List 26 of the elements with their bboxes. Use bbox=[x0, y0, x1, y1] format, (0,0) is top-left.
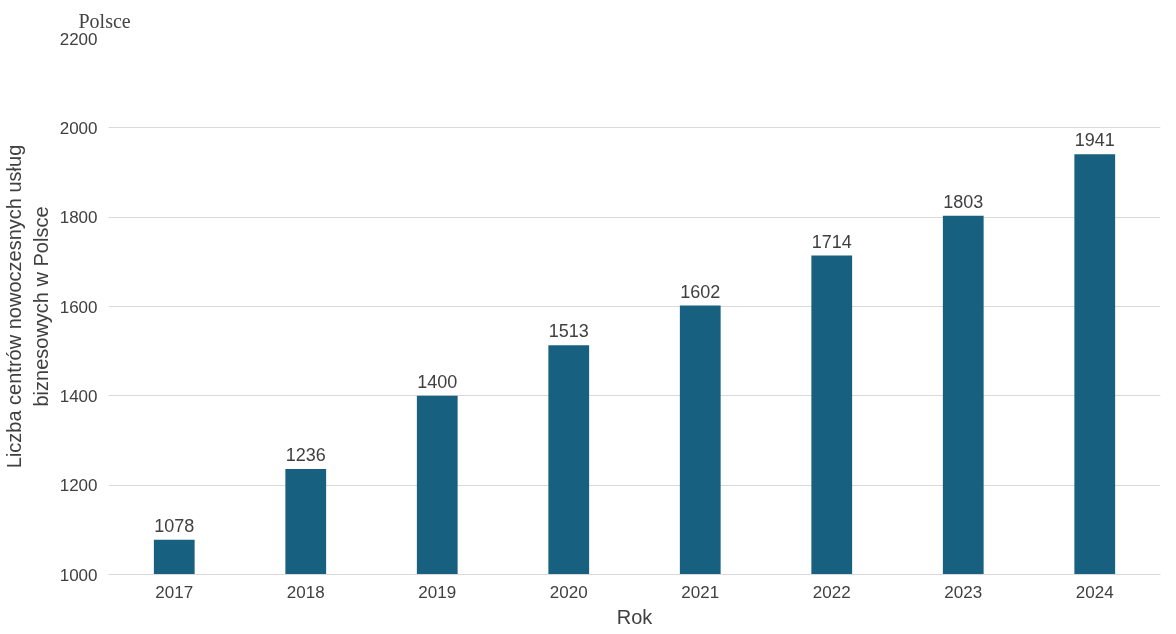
y-axis-title: Liczba centrów nowoczesnych usług biznesowych w Polsce bbox=[3, 144, 52, 469]
y-tick-label: 1200 bbox=[59, 476, 98, 496]
x-tick-label: 2017 bbox=[155, 582, 194, 602]
data-label: 1078 bbox=[154, 515, 195, 536]
data-label: 1400 bbox=[417, 371, 458, 392]
y-tick-label: 1800 bbox=[59, 208, 98, 228]
y-tick-label: 2000 bbox=[59, 118, 98, 138]
data-label: 1602 bbox=[680, 281, 721, 302]
data-label: 1803 bbox=[943, 191, 984, 212]
y-tick-label: 1400 bbox=[59, 386, 98, 406]
x-tick-label: 2023 bbox=[944, 582, 983, 602]
data-label: 1941 bbox=[1074, 130, 1115, 151]
data-label: 1236 bbox=[285, 445, 326, 466]
data-label: 1714 bbox=[811, 231, 852, 252]
x-tick-label: 2024 bbox=[1075, 582, 1114, 602]
x-tick-label: 2022 bbox=[812, 582, 851, 602]
x-tick-label: 2019 bbox=[418, 582, 457, 602]
data-label: 1513 bbox=[548, 321, 589, 342]
y-tick-label: 1600 bbox=[59, 297, 98, 317]
x-tick-label: 2020 bbox=[549, 582, 588, 602]
x-tick-label: 2021 bbox=[681, 582, 720, 602]
x-axis-title: Rok bbox=[616, 605, 654, 628]
x-tick-label: 2018 bbox=[286, 582, 325, 602]
text: Polsce bbox=[78, 9, 131, 32]
y-tick-label: 2200 bbox=[59, 29, 98, 49]
y-tick-label: 1000 bbox=[59, 565, 98, 585]
